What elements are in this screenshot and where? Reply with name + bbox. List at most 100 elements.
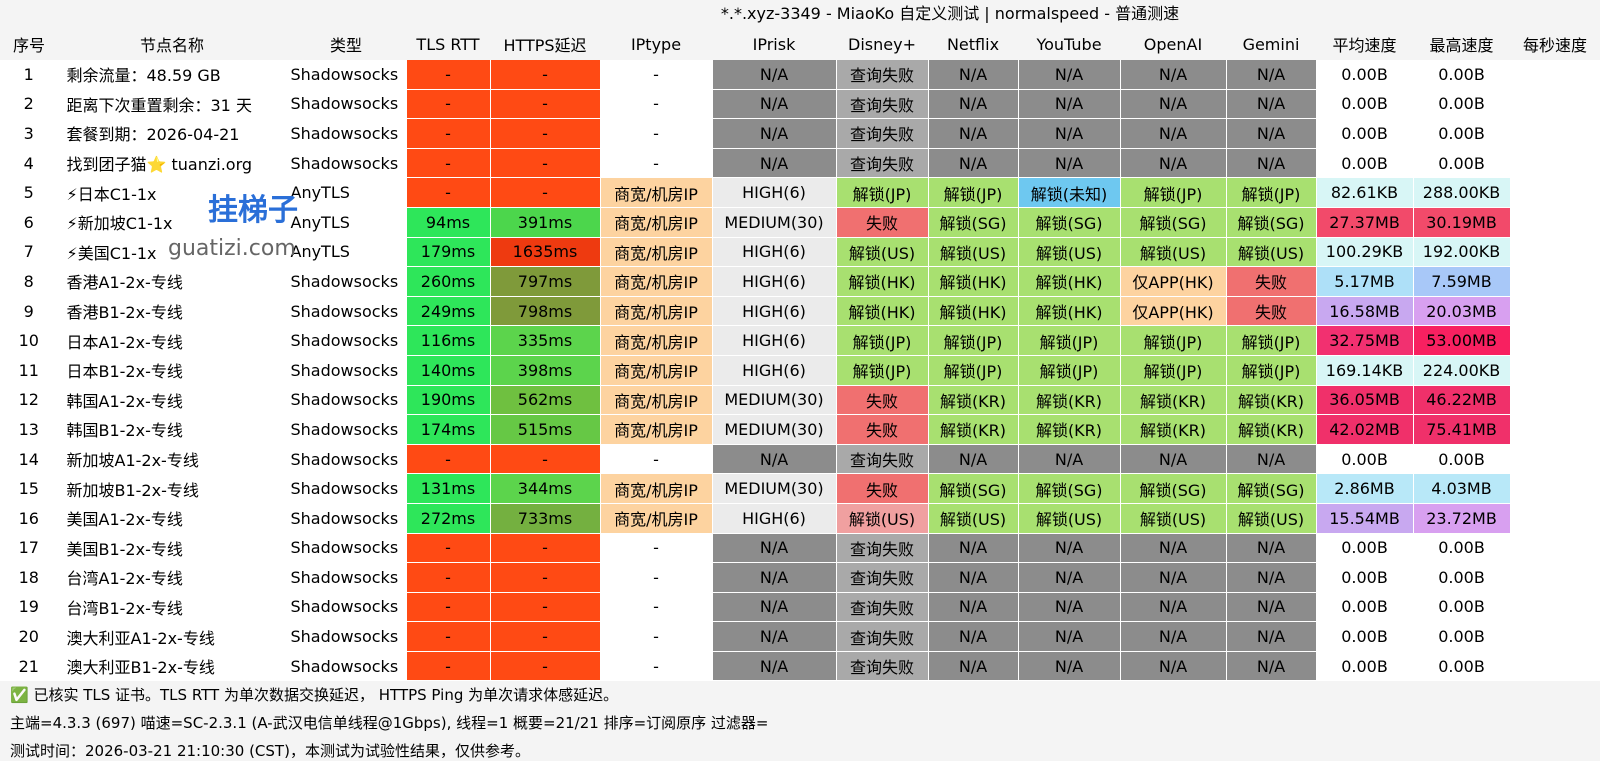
column-header: 最高速度 bbox=[1413, 28, 1510, 60]
cell: 日本A1-2x-专线 bbox=[58, 325, 287, 356]
cell: 解锁(HK) bbox=[928, 266, 1019, 297]
footer-line: ✅ 已核实 TLS 证书。TLS RTT 为单次数据交换延迟， HTTPS Pi… bbox=[10, 686, 619, 705]
cell: 53.00MB bbox=[1413, 325, 1511, 356]
cell: 解锁(HK) bbox=[1018, 296, 1121, 327]
cell: HIGH(6) bbox=[712, 503, 837, 534]
header-row: 序号 节点名称 类型 TLS RTT HTTPS延迟 IPtype IPrisk Disney… bbox=[0, 28, 1600, 60]
cell: N/A bbox=[1018, 562, 1121, 593]
cell: 0.00B bbox=[1413, 533, 1511, 564]
cell: N/A bbox=[928, 651, 1019, 682]
cell: 查询失败 bbox=[836, 592, 929, 623]
cell: 解锁(JP) bbox=[928, 177, 1019, 208]
cell: 140ms bbox=[406, 355, 491, 386]
cell: 1635ms bbox=[490, 237, 601, 268]
cell: 解锁(US) bbox=[1226, 503, 1317, 534]
cell: - bbox=[600, 444, 713, 475]
cell: 288.00KB bbox=[1413, 177, 1511, 208]
cell: 解锁(SG) bbox=[928, 207, 1019, 238]
cell: MEDIUM(30) bbox=[712, 207, 837, 238]
cell: N/A bbox=[1226, 444, 1317, 475]
cell: 7.59MB bbox=[1413, 266, 1511, 297]
cell: 台湾A1-2x-专线 bbox=[58, 562, 287, 593]
cell: - bbox=[406, 592, 491, 623]
cell: - bbox=[490, 533, 601, 564]
cell: 94ms bbox=[406, 207, 491, 238]
cell: 解锁(JP) bbox=[928, 355, 1019, 386]
cell: AnyTLS bbox=[286, 237, 407, 268]
cell: MEDIUM(30) bbox=[712, 473, 837, 504]
cell: 131ms bbox=[406, 473, 491, 504]
cell: 100.29KB bbox=[1316, 237, 1414, 268]
speed-sparkline bbox=[1510, 266, 1600, 297]
cell: 解锁(KR) bbox=[928, 385, 1019, 416]
cell: - bbox=[490, 89, 601, 120]
cell: 27.37MB bbox=[1316, 207, 1414, 238]
cell: 解锁(JP) bbox=[1120, 177, 1227, 208]
cell: 0.00B bbox=[1413, 89, 1511, 120]
cell: N/A bbox=[1120, 592, 1227, 623]
cell: MEDIUM(30) bbox=[712, 385, 837, 416]
cell: N/A bbox=[712, 533, 837, 564]
cell: 失败 bbox=[1226, 296, 1317, 327]
cell: 解锁(US) bbox=[1226, 237, 1317, 268]
table-row: 14 新加坡A1-2x-专线 Shadowsocks - - - N/A 查询失败 N/A N/A… bbox=[0, 444, 1600, 475]
table-row: 6 ⚡新加坡C1-1x AnyTLS 94ms 391ms 商宽/机房IP MEDIUM(3… bbox=[0, 207, 1600, 238]
cell: N/A bbox=[1018, 89, 1121, 120]
watermark: 挂梯子 bbox=[208, 193, 298, 228]
column-header: IPtype bbox=[600, 28, 712, 60]
column-header: 节点名称 bbox=[58, 28, 286, 60]
cell: N/A bbox=[1226, 118, 1317, 149]
cell: N/A bbox=[712, 621, 837, 652]
table-row: 17 美国B1-2x-专线 Shadowsocks - - - N/A 查询失败 N/A N/A N… bbox=[0, 533, 1600, 564]
cell: Shadowsocks bbox=[286, 60, 407, 90]
speed-sparkline bbox=[1510, 503, 1600, 534]
cell: 仅APP(HK) bbox=[1120, 266, 1227, 297]
cell: Shadowsocks bbox=[286, 118, 407, 149]
cell: - bbox=[406, 118, 491, 149]
cell: 20 bbox=[0, 621, 59, 652]
cell: Shadowsocks bbox=[286, 296, 407, 327]
cell: 解锁(US) bbox=[928, 503, 1019, 534]
cell: 解锁(US) bbox=[1120, 503, 1227, 534]
speed-sparkline bbox=[1510, 385, 1600, 416]
cell: 查询失败 bbox=[836, 60, 929, 90]
cell: 0.00B bbox=[1316, 651, 1414, 682]
cell: - bbox=[490, 444, 601, 475]
cell: 新加坡B1-2x-专线 bbox=[58, 473, 287, 504]
column-header: 类型 bbox=[286, 28, 406, 60]
cell: 46.22MB bbox=[1413, 385, 1511, 416]
cell: N/A bbox=[1018, 592, 1121, 623]
cell: N/A bbox=[1226, 60, 1317, 90]
cell: ⚡美国C1-1x bbox=[58, 237, 287, 268]
cell: 解锁(KR) bbox=[1120, 414, 1227, 445]
cell: 解锁(HK) bbox=[836, 266, 929, 297]
table-row: 15 新加坡B1-2x-专线 Shadowsocks 131ms 344ms 商宽/机房I… bbox=[0, 473, 1600, 504]
cell: 商宽/机房IP bbox=[600, 296, 713, 327]
cell: N/A bbox=[1226, 592, 1317, 623]
cell: N/A bbox=[1018, 651, 1121, 682]
cell: 解锁(SG) bbox=[1018, 207, 1121, 238]
cell: 剩余流量：48.59 GB bbox=[58, 60, 287, 90]
cell: 解锁(KR) bbox=[1226, 385, 1317, 416]
column-header: IPrisk bbox=[712, 28, 836, 60]
footer: ✅ 已核实 TLS 证书。TLS RTT 为单次数据交换延迟， HTTPS Pi… bbox=[0, 681, 1600, 761]
cell: 0.00B bbox=[1316, 592, 1414, 623]
cell: 0.00B bbox=[1316, 60, 1414, 90]
cell: 解锁(SG) bbox=[928, 473, 1019, 504]
table-row: 12 韩国A1-2x-专线 Shadowsocks 190ms 562ms 商宽/机房IP… bbox=[0, 385, 1600, 416]
cell: 19 bbox=[0, 592, 59, 623]
cell: 398ms bbox=[490, 355, 601, 386]
cell: - bbox=[406, 651, 491, 682]
speed-sparkline bbox=[1510, 533, 1600, 564]
cell: 4.03MB bbox=[1413, 473, 1511, 504]
cell: - bbox=[600, 89, 713, 120]
cell: N/A bbox=[928, 621, 1019, 652]
column-header: HTTPS延迟 bbox=[490, 28, 600, 60]
cell: N/A bbox=[928, 60, 1019, 90]
cell: 391ms bbox=[490, 207, 601, 238]
cell: 解锁(JP) bbox=[1226, 177, 1317, 208]
cell: - bbox=[406, 562, 491, 593]
cell: 174ms bbox=[406, 414, 491, 445]
cell: N/A bbox=[1018, 621, 1121, 652]
cell: N/A bbox=[712, 148, 837, 179]
